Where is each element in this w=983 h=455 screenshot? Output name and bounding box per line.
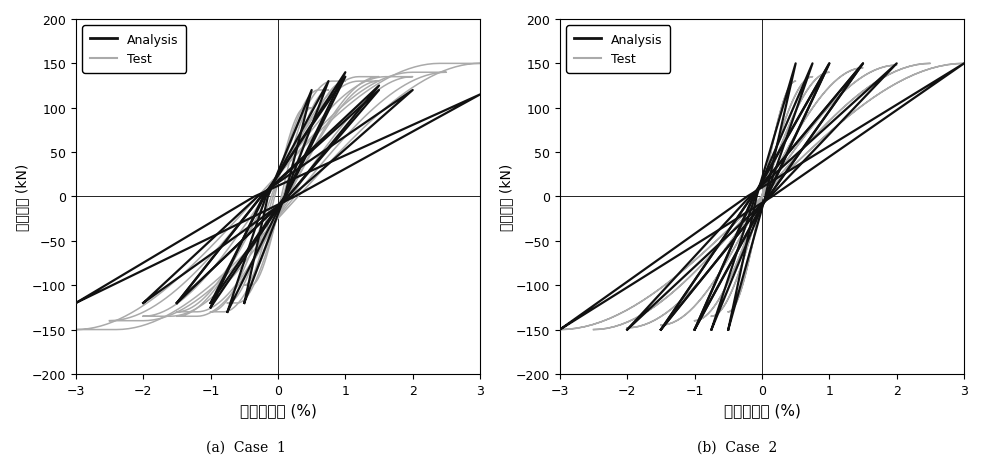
Legend: Analysis, Test: Analysis, Test bbox=[566, 26, 670, 73]
Y-axis label: 수평하중 (kN): 수평하중 (kN) bbox=[15, 163, 29, 231]
Legend: Analysis, Test: Analysis, Test bbox=[83, 26, 186, 73]
Text: (a)  Case  1: (a) Case 1 bbox=[205, 440, 286, 454]
X-axis label: 증간변형각 (%): 증간변형각 (%) bbox=[723, 402, 800, 417]
X-axis label: 증간변형각 (%): 증간변형각 (%) bbox=[240, 402, 317, 417]
Y-axis label: 수평하중 (kN): 수평하중 (kN) bbox=[499, 163, 513, 231]
Text: (b)  Case  2: (b) Case 2 bbox=[697, 440, 778, 454]
